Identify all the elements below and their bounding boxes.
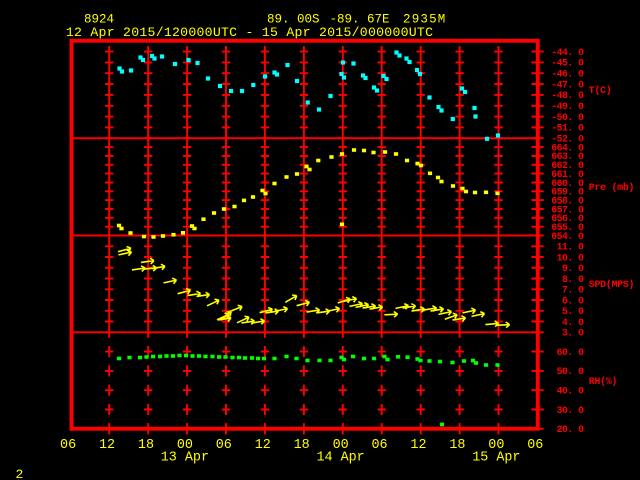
svg-text:40. 0: 40. 0: [557, 385, 585, 396]
svg-text:7. 0: 7. 0: [562, 285, 584, 296]
svg-text:12 Apr 2015/120000UTC - 15 Apr: 12 Apr 2015/120000UTC - 15 Apr 2015/0000…: [66, 25, 433, 40]
svg-text:-46. 0: -46. 0: [551, 69, 584, 80]
svg-text:654. 0: 654. 0: [551, 231, 584, 242]
svg-text:656. 0: 656. 0: [551, 213, 584, 224]
svg-text:06: 06: [527, 438, 543, 453]
svg-text:13 Apr: 13 Apr: [161, 451, 209, 466]
svg-text:89. 00S: 89. 00S: [267, 13, 320, 27]
svg-text:657. 0: 657. 0: [551, 204, 584, 215]
svg-text:10. 0: 10. 0: [557, 252, 585, 263]
svg-text:Pre (mb): Pre (mb): [589, 182, 634, 193]
svg-text:4. 0: 4. 0: [562, 317, 584, 328]
svg-text:663. 0: 663. 0: [551, 151, 584, 162]
svg-text:658. 0: 658. 0: [551, 195, 584, 206]
svg-text:11. 0: 11. 0: [557, 242, 585, 253]
svg-text:-52. 0: -52. 0: [551, 134, 584, 145]
svg-text:RH(%): RH(%): [589, 376, 617, 387]
svg-text:2: 2: [16, 467, 24, 480]
svg-text:00: 00: [488, 438, 504, 453]
svg-text:664. 0: 664. 0: [551, 142, 584, 153]
svg-text:-45. 0: -45. 0: [551, 58, 584, 69]
svg-text:-89. 67E: -89. 67E: [330, 13, 390, 27]
svg-text:-50. 0: -50. 0: [551, 112, 584, 123]
svg-text:655. 0: 655. 0: [551, 222, 584, 233]
svg-text:50. 0: 50. 0: [557, 366, 585, 377]
svg-text:18: 18: [294, 438, 310, 453]
svg-text:662. 0: 662. 0: [551, 160, 584, 171]
svg-text:00: 00: [177, 438, 193, 453]
svg-text:30. 0: 30. 0: [557, 405, 585, 416]
svg-text:12: 12: [410, 438, 426, 453]
svg-text:-49. 0: -49. 0: [551, 101, 584, 112]
svg-text:15 Apr: 15 Apr: [472, 451, 520, 466]
svg-text:00: 00: [333, 438, 349, 453]
svg-text:06: 06: [216, 438, 232, 453]
svg-text:6. 0: 6. 0: [562, 295, 584, 306]
svg-text:18: 18: [449, 438, 465, 453]
svg-text:18: 18: [138, 438, 154, 453]
svg-text:06: 06: [372, 438, 388, 453]
svg-text:06: 06: [60, 438, 76, 453]
svg-text:-51. 0: -51. 0: [551, 123, 584, 134]
svg-text:660. 0: 660. 0: [551, 178, 584, 189]
svg-text:-48. 0: -48. 0: [551, 90, 584, 101]
svg-text:-44. 0: -44. 0: [551, 47, 584, 58]
svg-text:20. 0: 20. 0: [557, 424, 585, 435]
svg-text:T(C): T(C): [589, 85, 612, 96]
svg-text:659. 0: 659. 0: [551, 187, 584, 198]
svg-text:14 Apr: 14 Apr: [317, 451, 365, 466]
svg-text:9. 0: 9. 0: [562, 263, 584, 274]
svg-text:2935M: 2935M: [403, 13, 447, 27]
svg-text:661. 0: 661. 0: [551, 169, 584, 180]
svg-text:12: 12: [255, 438, 271, 453]
svg-text:5. 0: 5. 0: [562, 306, 584, 317]
svg-text:8. 0: 8. 0: [562, 274, 584, 285]
svg-text:SPD(MPS): SPD(MPS): [589, 279, 634, 290]
svg-text:8924: 8924: [84, 13, 114, 27]
svg-text:-47. 0: -47. 0: [551, 79, 584, 90]
svg-text:3. 0: 3. 0: [562, 328, 584, 339]
svg-text:12: 12: [99, 438, 115, 453]
svg-text:60. 0: 60. 0: [557, 347, 585, 358]
